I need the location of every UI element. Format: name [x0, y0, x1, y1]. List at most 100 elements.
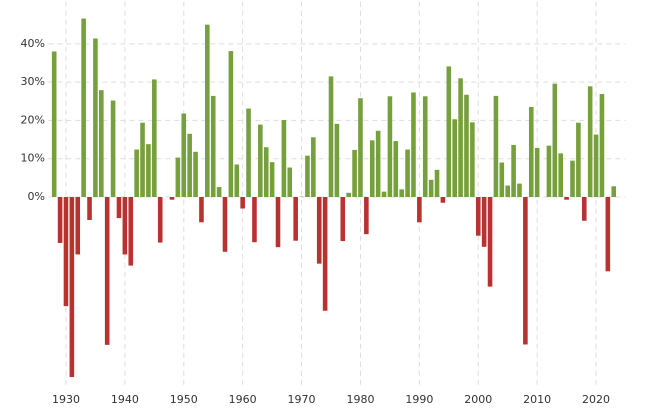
bar	[434, 169, 440, 198]
bar	[475, 197, 481, 236]
y-tick-label: 10%	[21, 152, 45, 165]
bar	[216, 187, 222, 198]
bar	[258, 124, 263, 198]
bar	[493, 95, 499, 198]
bar	[346, 192, 351, 198]
bar	[263, 147, 269, 198]
bar	[464, 94, 469, 198]
bar	[364, 197, 369, 235]
bar	[458, 78, 463, 198]
bar	[546, 145, 552, 198]
x-tick-label: 1940	[111, 393, 139, 406]
bar	[51, 51, 57, 198]
bar	[422, 96, 428, 198]
bar	[187, 133, 192, 198]
bar	[552, 83, 558, 198]
bar	[128, 197, 134, 266]
bar	[505, 185, 511, 198]
x-tick-label: 2010	[523, 393, 551, 406]
x-tick-label: 2000	[464, 393, 492, 406]
bar	[228, 51, 234, 198]
bar	[446, 66, 452, 198]
bar	[387, 96, 393, 198]
bar	[487, 197, 493, 287]
bar	[499, 162, 505, 198]
y-tick-label: 20%	[21, 113, 45, 126]
bar	[381, 191, 387, 198]
x-tick-label: 2020	[582, 393, 610, 406]
y-tick-label: 30%	[21, 75, 45, 88]
bar	[411, 92, 416, 198]
bar	[417, 197, 422, 223]
bar	[334, 123, 340, 198]
bar	[110, 100, 116, 198]
bar	[405, 149, 410, 198]
bar	[470, 122, 475, 198]
bar	[87, 197, 92, 220]
x-tick-label: 1990	[405, 393, 433, 406]
x-tick-label: 1930	[52, 393, 80, 406]
bar	[104, 197, 110, 345]
bar	[428, 179, 434, 198]
bar	[157, 197, 163, 243]
bar	[564, 197, 569, 200]
bar	[69, 197, 75, 378]
bar	[352, 149, 357, 198]
bar	[275, 197, 281, 248]
bar	[340, 197, 346, 242]
bar	[305, 155, 310, 198]
bar	[316, 197, 322, 264]
y-tick-label: 40%	[21, 37, 45, 50]
x-tick-label: 1980	[346, 393, 374, 406]
bar	[523, 197, 528, 345]
bar	[140, 122, 145, 198]
bar	[322, 197, 328, 311]
bar	[311, 137, 316, 198]
y-tick-label: 0%	[28, 190, 45, 203]
bar	[581, 197, 587, 221]
bar	[293, 197, 298, 241]
bar	[175, 157, 181, 198]
bar	[587, 86, 593, 198]
bar	[599, 93, 605, 198]
bar	[452, 119, 457, 198]
bar	[222, 197, 228, 252]
bar	[57, 197, 63, 243]
bar	[169, 197, 175, 200]
bar	[93, 38, 98, 198]
bar	[528, 107, 534, 198]
bar	[152, 79, 157, 198]
bar	[375, 130, 381, 198]
bar	[269, 162, 275, 198]
bar	[246, 108, 251, 198]
bar	[134, 149, 139, 198]
bar	[511, 144, 516, 198]
bar	[234, 164, 240, 198]
bar	[328, 76, 334, 198]
bar	[517, 183, 522, 198]
bar	[240, 197, 245, 209]
bar	[205, 24, 210, 198]
bar	[611, 186, 617, 198]
bar	[287, 167, 293, 198]
bar	[481, 197, 487, 247]
bar	[81, 18, 86, 198]
bar	[570, 160, 575, 198]
bar	[75, 197, 81, 255]
bar	[63, 197, 69, 307]
bar	[558, 153, 564, 198]
bar	[399, 189, 404, 198]
bar	[393, 141, 399, 198]
bar	[116, 197, 122, 219]
bar	[193, 151, 198, 198]
bar	[252, 197, 257, 243]
bar	[534, 147, 540, 198]
bar	[440, 197, 446, 203]
x-tick-label: 1960	[229, 393, 257, 406]
x-tick-label: 1950	[170, 393, 198, 406]
x-tick-label: 1970	[288, 393, 316, 406]
bar	[181, 113, 187, 198]
bar	[122, 197, 128, 255]
bar	[99, 90, 104, 198]
